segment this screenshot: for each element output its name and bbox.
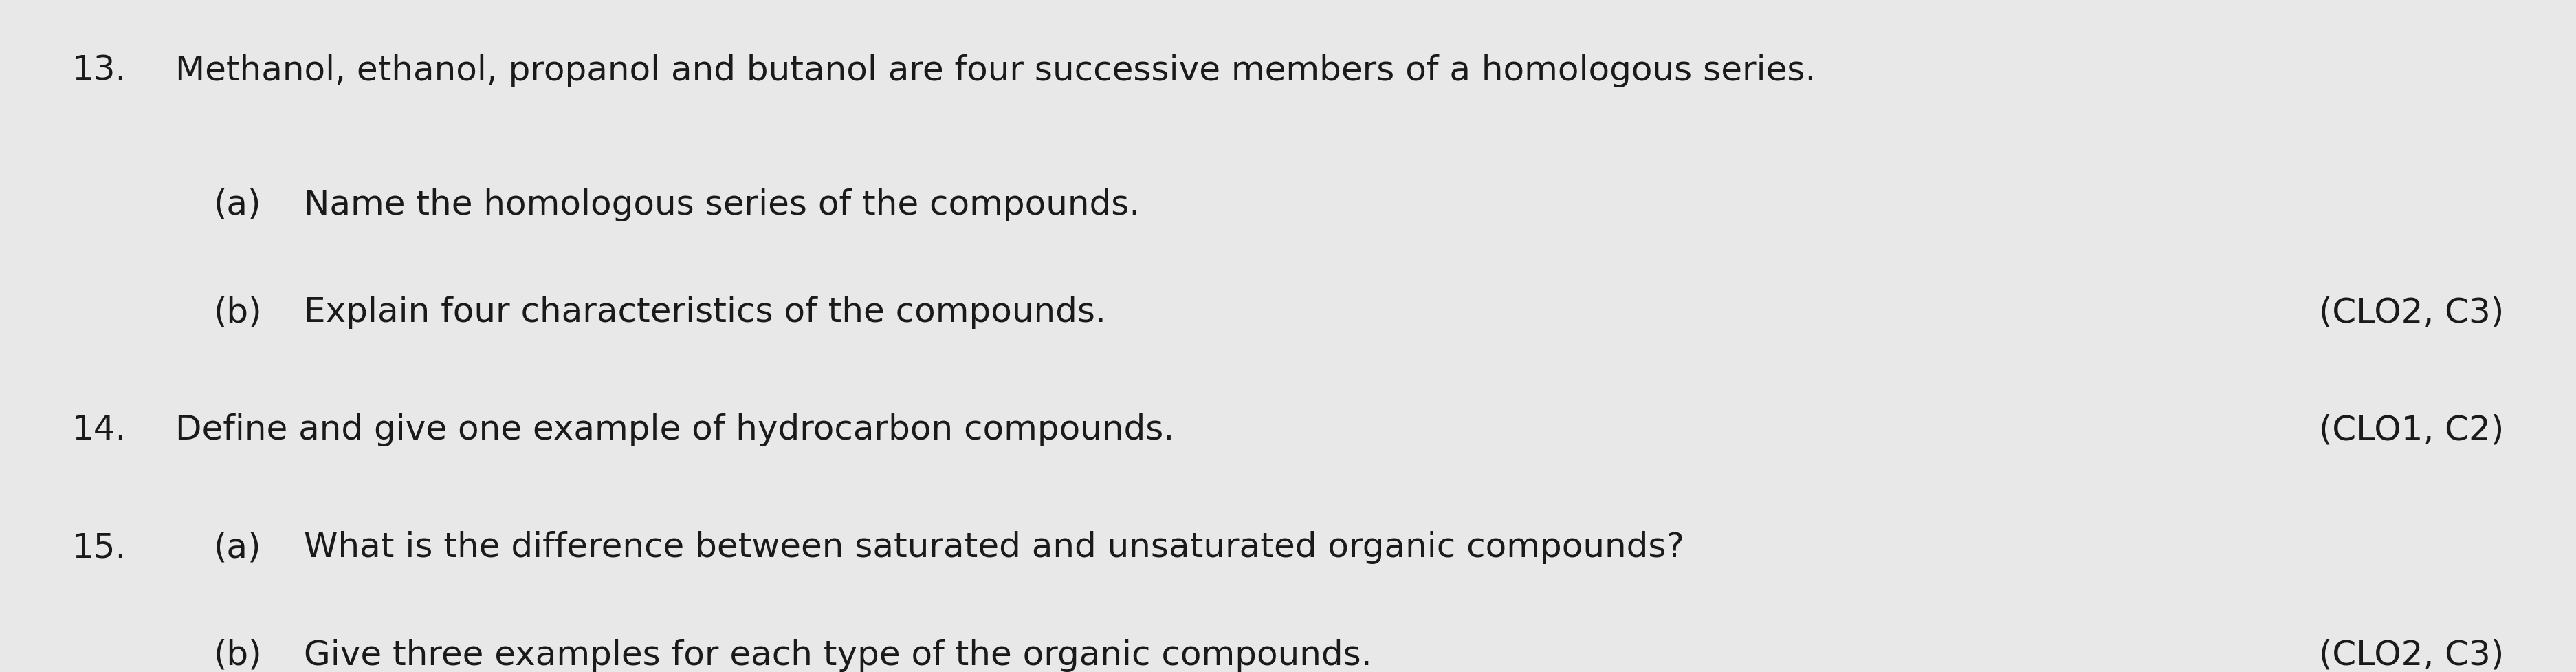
Text: Define and give one example of hydrocarbon compounds.: Define and give one example of hydrocarb… (175, 413, 1175, 447)
Text: What is the difference between saturated and unsaturated organic compounds?: What is the difference between saturated… (304, 531, 1685, 564)
Text: (CLO2, C3): (CLO2, C3) (2318, 296, 2504, 329)
Text: 13.: 13. (72, 54, 126, 87)
Text: Give three examples for each type of the organic compounds.: Give three examples for each type of the… (304, 638, 1373, 672)
Text: (CLO1, C2): (CLO1, C2) (2318, 413, 2504, 447)
Text: (b): (b) (214, 296, 263, 329)
Text: (b): (b) (214, 638, 263, 672)
Text: (CLO2, C3): (CLO2, C3) (2318, 638, 2504, 672)
Text: (a): (a) (214, 188, 263, 222)
Text: 14.: 14. (72, 413, 126, 447)
Text: Explain four characteristics of the compounds.: Explain four characteristics of the comp… (304, 296, 1105, 329)
Text: Methanol, ethanol, propanol and butanol are four successive members of a homolog: Methanol, ethanol, propanol and butanol … (175, 54, 1816, 87)
Text: Name the homologous series of the compounds.: Name the homologous series of the compou… (304, 188, 1141, 222)
Text: (a): (a) (214, 531, 263, 564)
Text: 15.: 15. (72, 531, 126, 564)
